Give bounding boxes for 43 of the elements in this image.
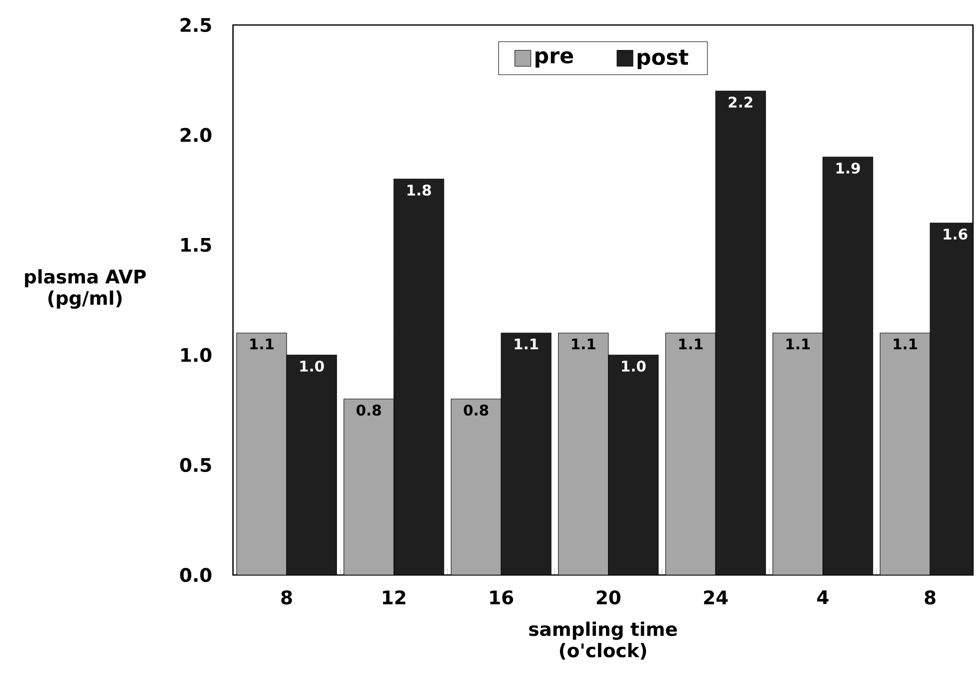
data-label: 1.0	[300, 360, 324, 372]
y-axis-title: plasma AVP (pg/ml)	[25, 269, 146, 309]
x-tick-label: 12	[382, 590, 406, 604]
y-tick-label: 2.5	[180, 18, 211, 32]
data-label: 1.1	[514, 338, 538, 350]
x-tick-label: 8	[281, 590, 292, 604]
y-tick-label: 2.0	[180, 128, 212, 142]
data-label: 1.1	[679, 338, 703, 350]
data-label: 2.2	[728, 96, 752, 108]
bar	[558, 332, 608, 575]
bar	[501, 332, 552, 575]
data-label: 1.1	[894, 338, 918, 350]
bar	[666, 332, 716, 575]
data-label: 1.0	[622, 360, 646, 372]
legend-label: post	[638, 50, 688, 70]
bar	[344, 398, 394, 575]
data-label: 1.1	[786, 338, 810, 350]
data-label: 0.8	[356, 404, 381, 416]
y-tick-label: 1.5	[181, 238, 211, 252]
data-label: 0.8	[464, 404, 488, 416]
bar	[716, 90, 766, 575]
x-tick-label: 8	[924, 590, 936, 604]
bar	[772, 332, 823, 575]
y-tick-label: 1.0	[181, 348, 212, 362]
data-label: 1.1	[572, 338, 596, 350]
x-tick-label: 4	[817, 590, 828, 604]
legend-label: pre	[536, 51, 573, 68]
y-tick-label: 0.0	[180, 568, 212, 582]
data-label: 1.9	[836, 162, 860, 174]
bar	[451, 398, 502, 575]
bar	[822, 156, 873, 575]
data-label: 1.6	[944, 228, 968, 240]
data-label: 1.8	[408, 184, 431, 196]
y-tick-label: 0.5	[180, 458, 211, 472]
data-label: 1.1	[250, 338, 274, 350]
bar	[394, 178, 444, 575]
x-tick-label: 16	[490, 590, 514, 604]
x-tick-label: 24	[704, 590, 728, 604]
bar	[286, 354, 337, 575]
bar	[236, 332, 287, 575]
x-tick-label: 20	[596, 590, 620, 604]
x-axis-title: sampling time (o'clock)	[529, 622, 677, 660]
bar	[608, 354, 658, 575]
